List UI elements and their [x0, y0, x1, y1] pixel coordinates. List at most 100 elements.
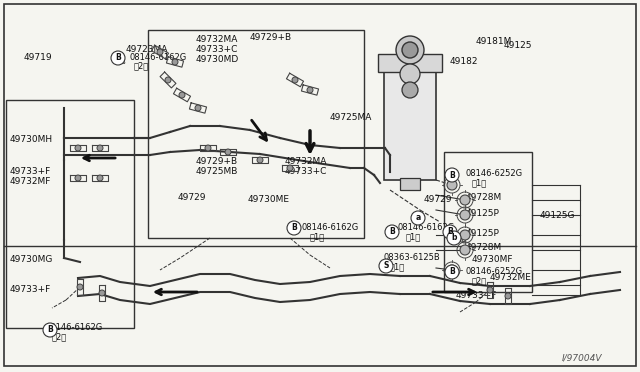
- Text: 49732ME: 49732ME: [490, 273, 532, 282]
- Text: 08363-6125B: 08363-6125B: [384, 253, 441, 263]
- Circle shape: [287, 221, 301, 235]
- Circle shape: [287, 165, 293, 171]
- Circle shape: [379, 259, 393, 273]
- Text: 49733+F: 49733+F: [10, 285, 51, 295]
- Text: 49730MG: 49730MG: [10, 256, 53, 264]
- Text: 49125: 49125: [504, 42, 532, 51]
- Circle shape: [460, 245, 470, 255]
- Text: b: b: [451, 234, 457, 243]
- Circle shape: [385, 225, 399, 239]
- Text: 49733+C: 49733+C: [285, 167, 328, 176]
- Text: 49725MB: 49725MB: [196, 167, 238, 176]
- Circle shape: [172, 59, 178, 65]
- Circle shape: [195, 105, 201, 111]
- Circle shape: [505, 293, 511, 299]
- Text: 08146-6162G: 08146-6162G: [130, 54, 188, 62]
- Circle shape: [445, 168, 459, 182]
- Circle shape: [97, 145, 103, 151]
- Text: 49732MA: 49732MA: [285, 157, 328, 167]
- Circle shape: [443, 225, 457, 239]
- Text: 49125P: 49125P: [466, 208, 500, 218]
- Text: 49733+C: 49733+C: [196, 45, 238, 55]
- Text: a: a: [415, 214, 420, 222]
- Text: B: B: [449, 170, 455, 180]
- Circle shape: [447, 265, 457, 275]
- Text: 49730MF: 49730MF: [472, 256, 513, 264]
- Circle shape: [75, 145, 81, 151]
- Text: 49730MD: 49730MD: [196, 55, 239, 64]
- Text: 49723MA: 49723MA: [126, 45, 168, 55]
- Text: B: B: [447, 228, 453, 237]
- Text: S: S: [383, 262, 388, 270]
- Text: （2）: （2）: [134, 61, 149, 71]
- Text: （1）: （1）: [406, 232, 421, 241]
- Text: B: B: [120, 59, 125, 65]
- Text: （2）: （2）: [472, 276, 487, 285]
- Text: （2）: （2）: [52, 333, 67, 341]
- Text: 49733+F: 49733+F: [456, 291, 497, 299]
- Circle shape: [99, 290, 105, 296]
- Text: 49719: 49719: [24, 52, 52, 61]
- Text: 49729+B: 49729+B: [196, 157, 238, 167]
- Text: 49732MA: 49732MA: [196, 35, 238, 45]
- Circle shape: [75, 175, 81, 181]
- Text: 49729: 49729: [424, 196, 452, 205]
- Circle shape: [447, 180, 457, 190]
- Circle shape: [307, 87, 313, 93]
- Circle shape: [292, 77, 298, 83]
- Text: 49125P: 49125P: [466, 228, 500, 237]
- Text: B: B: [47, 326, 53, 334]
- Circle shape: [97, 175, 103, 181]
- Text: 49728M: 49728M: [466, 192, 502, 202]
- Circle shape: [165, 77, 171, 83]
- Text: 49729+B: 49729+B: [250, 33, 292, 42]
- Circle shape: [402, 82, 418, 98]
- Text: 49732MF: 49732MF: [10, 177, 51, 186]
- Text: （1）: （1）: [472, 179, 487, 187]
- Bar: [378, 54, 442, 72]
- Circle shape: [445, 265, 459, 279]
- Text: B: B: [449, 267, 455, 276]
- Text: 08146-6162G: 08146-6162G: [302, 224, 359, 232]
- Bar: [444, 152, 532, 292]
- Text: 49182: 49182: [450, 58, 479, 67]
- Text: 49728M: 49728M: [466, 244, 502, 253]
- Bar: [148, 30, 364, 238]
- Text: 49729: 49729: [178, 193, 207, 202]
- Circle shape: [205, 145, 211, 151]
- Text: 49733+F: 49733+F: [10, 167, 51, 176]
- Circle shape: [396, 36, 424, 64]
- Circle shape: [411, 211, 425, 225]
- Text: B: B: [291, 224, 297, 232]
- Text: 08146-6162G: 08146-6162G: [46, 324, 103, 333]
- Circle shape: [400, 64, 420, 84]
- Bar: [384, 60, 436, 180]
- Text: B: B: [389, 228, 395, 237]
- Text: B: B: [115, 54, 121, 62]
- Text: 08146-6162G: 08146-6162G: [398, 224, 455, 232]
- Bar: [400, 178, 420, 190]
- Text: （1）: （1）: [390, 263, 405, 272]
- Text: I/97004V: I/97004V: [562, 353, 602, 362]
- Text: b: b: [460, 235, 465, 244]
- Text: 08146-6252G: 08146-6252G: [466, 267, 523, 276]
- Circle shape: [225, 149, 231, 155]
- Text: 49725MA: 49725MA: [330, 113, 372, 122]
- Circle shape: [257, 157, 263, 163]
- Circle shape: [460, 230, 470, 240]
- Text: 49181M: 49181M: [476, 38, 513, 46]
- Text: 49730ME: 49730ME: [248, 196, 290, 205]
- Circle shape: [460, 195, 470, 205]
- Text: 49730MH: 49730MH: [10, 135, 53, 144]
- Circle shape: [447, 231, 461, 245]
- Circle shape: [157, 49, 163, 55]
- Text: 08146-6252G: 08146-6252G: [466, 170, 523, 179]
- Circle shape: [487, 287, 493, 293]
- Text: （1）: （1）: [310, 232, 325, 241]
- Bar: [6, 100, 134, 328]
- Circle shape: [460, 210, 470, 220]
- Circle shape: [402, 42, 418, 58]
- Circle shape: [43, 323, 57, 337]
- Circle shape: [111, 51, 125, 65]
- Text: 49125G: 49125G: [540, 211, 575, 219]
